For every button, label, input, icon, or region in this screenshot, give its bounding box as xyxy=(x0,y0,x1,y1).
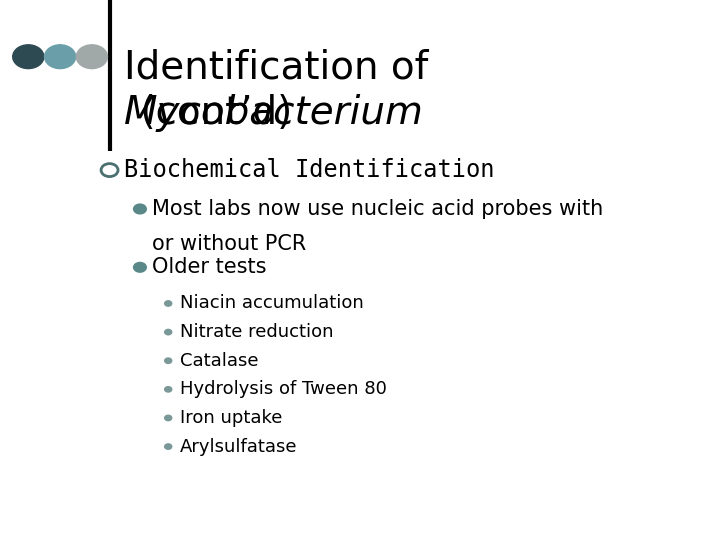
Circle shape xyxy=(134,204,146,214)
Circle shape xyxy=(165,358,172,363)
Text: Nitrate reduction: Nitrate reduction xyxy=(180,323,334,341)
Text: Hydrolysis of Tween 80: Hydrolysis of Tween 80 xyxy=(180,380,387,399)
Text: Identification of: Identification of xyxy=(124,49,428,86)
Text: Arylsulfatase: Arylsulfatase xyxy=(180,437,298,456)
Text: Most labs now use nucleic acid probes with: Most labs now use nucleic acid probes wi… xyxy=(152,199,603,219)
Circle shape xyxy=(134,262,146,272)
Circle shape xyxy=(76,45,107,69)
Text: Mycobacterium: Mycobacterium xyxy=(124,94,423,132)
Circle shape xyxy=(165,329,172,335)
Text: Older tests: Older tests xyxy=(152,257,266,278)
Text: Mycobacterium: Mycobacterium xyxy=(0,539,1,540)
Circle shape xyxy=(13,45,44,69)
Text: (cont’d): (cont’d) xyxy=(128,94,293,132)
Text: or without PCR: or without PCR xyxy=(152,234,306,254)
Circle shape xyxy=(165,415,172,421)
Text: Iron uptake: Iron uptake xyxy=(180,409,283,427)
Text: Biochemical Identification: Biochemical Identification xyxy=(124,158,494,182)
Text: Catalase: Catalase xyxy=(180,352,258,370)
Circle shape xyxy=(165,444,172,449)
Circle shape xyxy=(165,387,172,392)
Circle shape xyxy=(165,301,172,306)
Text: Niacin accumulation: Niacin accumulation xyxy=(180,294,364,313)
Circle shape xyxy=(45,45,76,69)
